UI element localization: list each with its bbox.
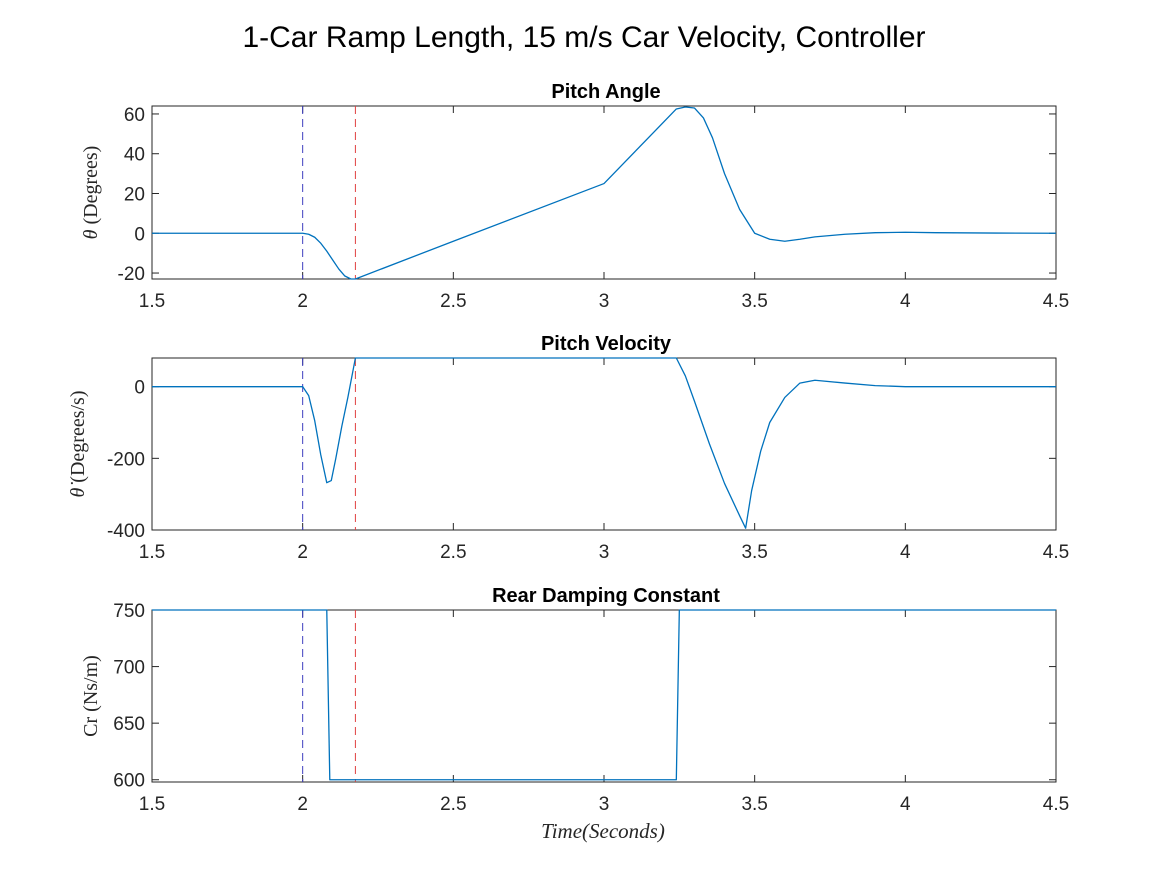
y-tick-label: 20 [124, 184, 145, 205]
x-tick-label: 2.5 [440, 542, 466, 563]
series-line [152, 357, 1056, 529]
y-axis-text: (Degrees/s) [67, 390, 89, 482]
y-tick-label: 0 [134, 378, 145, 399]
x-tick-label: 2 [297, 794, 308, 815]
x-axis-label: Time(Seconds) [541, 819, 665, 843]
x-tick-label: 3 [599, 542, 610, 563]
y-axis-label: Cr (Ns/m) [80, 655, 102, 737]
x-tick-label: 3.5 [741, 794, 767, 815]
y-tick-label: -400 [107, 521, 145, 542]
x-tick-label: 2 [297, 291, 308, 312]
subplot-3: 1.5 2 2.5 3 3.5 4 4.5 600 650 700 750 Rear Damping … [80, 585, 1069, 815]
axes-box [151, 105, 1057, 280]
subplot-title: Pitch Velocity [541, 333, 672, 355]
y-axis-text: (Degrees) [80, 146, 102, 225]
y-axis-symbol: θ [80, 229, 102, 239]
x-tick-label: 1.5 [139, 794, 165, 815]
x-tick-label: 4 [900, 542, 911, 563]
series-line [152, 106, 1057, 280]
subplot-title: Rear Damping Constant [492, 585, 720, 607]
x-tick-label: 4 [900, 794, 911, 815]
subplot-title: Pitch Angle [551, 81, 660, 103]
y-axis-label: θ (Degrees) [80, 146, 102, 240]
x-tick-label: 4 [900, 291, 911, 312]
y-axis-label: θ̇ (Degrees/s) [67, 390, 89, 497]
axes-box [151, 609, 1057, 783]
x-tick-label: 3.5 [741, 291, 767, 312]
y-tick-label: 40 [124, 145, 145, 166]
x-tick-label: 1.5 [139, 542, 165, 563]
x-tick-label: 4.5 [1043, 542, 1069, 563]
y-tick-label: 60 [124, 105, 145, 126]
subplot-1: 1.5 2 2.5 3 3.5 4 4.5 -20 0 20 40 60 Pitch Angle θ (D… [80, 81, 1069, 312]
x-tick-label: 3.5 [741, 542, 767, 563]
figure-title: 1-Car Ramp Length, 15 m/s Car Velocity, … [242, 21, 925, 54]
x-tick-label: 2 [297, 542, 308, 563]
x-tick-label: 2.5 [440, 291, 466, 312]
y-axis-text: Cr (Ns/m) [80, 655, 102, 737]
x-tick-label: 4.5 [1043, 794, 1069, 815]
y-tick-label: 0 [134, 224, 145, 245]
x-tick-label: 3 [599, 291, 610, 312]
y-tick-label: -20 [118, 264, 145, 285]
axes-box [151, 357, 1057, 531]
y-tick-label: 750 [113, 601, 145, 622]
x-tick-label: 2.5 [440, 794, 466, 815]
subplot-2: 1.5 2 2.5 3 3.5 4 4.5 -400 -200 0 Pitch Velocity θ̇… [67, 333, 1069, 563]
y-tick-label: 650 [113, 714, 145, 735]
x-tick-label: 4.5 [1043, 291, 1069, 312]
y-tick-label: -200 [107, 449, 145, 470]
y-tick-label: 700 [113, 658, 145, 679]
y-tick-label: 600 [113, 771, 145, 792]
x-tick-label: 1.5 [139, 291, 165, 312]
x-tick-label: 3 [599, 794, 610, 815]
series-line [152, 609, 1056, 781]
